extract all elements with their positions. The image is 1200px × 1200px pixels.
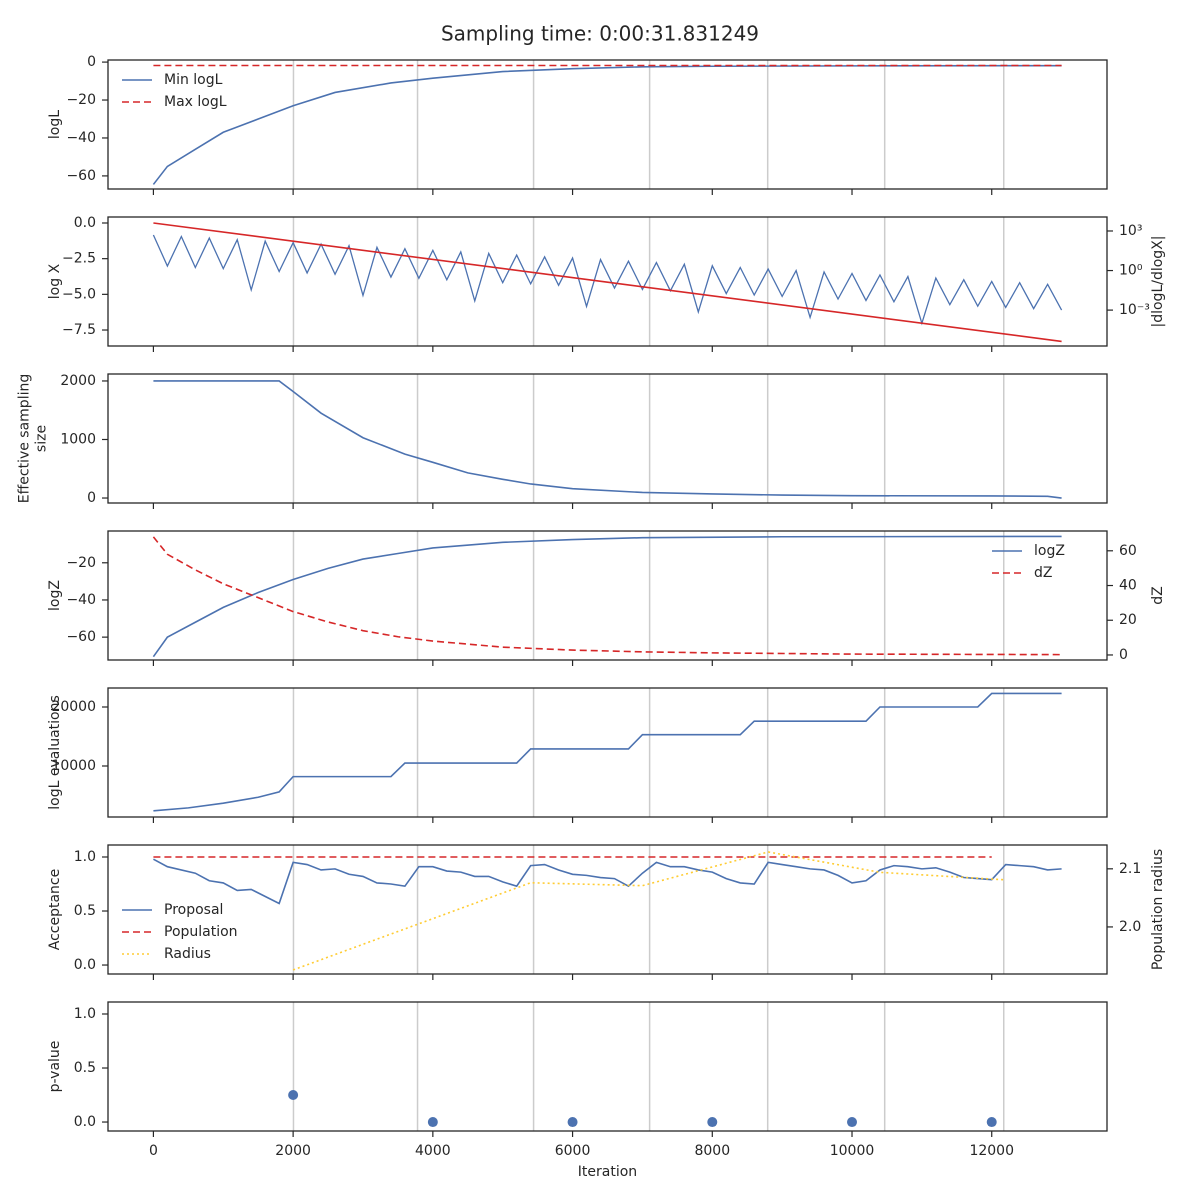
y-tick-label: −60: [66, 629, 96, 645]
legend-label: logZ: [1034, 543, 1065, 559]
y2-tick-label: 40: [1119, 578, 1137, 594]
point: [707, 1117, 718, 1128]
axes-frame: [107, 59, 1108, 190]
y-tick-label: 0.5: [74, 1060, 96, 1076]
y-tick-label: −40: [66, 130, 96, 146]
y2-axis-label: dZ: [1150, 586, 1166, 604]
x-tick-label: 10000: [830, 1143, 875, 1159]
y2-tick-label: 2.0: [1119, 919, 1141, 935]
y-tick-label: 0.0: [74, 1114, 96, 1130]
y-tick-label: 0.0: [74, 957, 96, 973]
series-line: [153, 380, 1062, 499]
y-tick-label: 0.5: [74, 903, 96, 919]
figure-title: Sampling time: 0:00:31.831249: [441, 22, 759, 46]
y2-tick-label: 10⁻³: [1119, 302, 1150, 318]
panel: 0.0 0.5 1.0 Acceptance 2.0 2.1 Population radi…: [47, 844, 1166, 980]
legend-label: Radius: [164, 946, 211, 962]
legend-label: dZ: [1034, 565, 1052, 581]
y-tick-label: −5.0: [62, 286, 96, 302]
y2-axis-label: |dlogL/dlogX|: [1150, 236, 1166, 328]
y-tick-label: 0.0: [74, 215, 96, 231]
series-line: [153, 692, 1062, 812]
series-line: [152, 536, 1062, 656]
y2-tick-label: 0: [1119, 647, 1128, 663]
y-tick-label: 1000: [60, 431, 96, 447]
y2-tick-label: 20: [1119, 612, 1137, 628]
axes-frame: [107, 844, 1108, 975]
series-line: [153, 858, 1062, 905]
y-tick-label: −20: [66, 555, 96, 571]
y2-tick-label: 10⁰: [1119, 263, 1143, 279]
y-tick-label: −60: [66, 168, 96, 184]
panel: −7.5 −5.0 −2.5 0.0 log X 10³ 10⁰ 10⁻³ |dlogL/dlo…: [47, 215, 1166, 352]
point: [986, 1117, 997, 1128]
axes-frame: [107, 1001, 1108, 1132]
y-axis-label: log X: [47, 263, 63, 299]
series-line: [152, 64, 1062, 185]
y-tick-label: 1.0: [74, 1006, 96, 1022]
legend-label: Proposal: [164, 902, 223, 918]
legend-label: Max logL: [164, 94, 227, 110]
y-tick-label: 20000: [51, 699, 96, 715]
y-tick-label: 0: [87, 490, 96, 506]
y-axis-label: p-value: [47, 1041, 63, 1093]
y2-tick-label: 10³: [1119, 223, 1142, 239]
point: [847, 1117, 858, 1128]
axes-frame: [107, 687, 1108, 818]
axes-frame: [107, 216, 1108, 347]
x-tick-label: 8000: [694, 1143, 730, 1159]
x-axis-label: Iteration: [578, 1164, 637, 1180]
legend-label: Min logL: [164, 72, 223, 88]
point: [427, 1117, 438, 1128]
y-tick-label: 1.0: [74, 849, 96, 865]
y2-tick-label: 2.1: [1119, 861, 1141, 877]
series-line: [153, 222, 1062, 343]
axes-frame: [107, 530, 1108, 661]
y-tick-label: 0: [87, 54, 96, 70]
x-tick-label: 4000: [415, 1143, 451, 1159]
y-axis-label: logL: [47, 110, 63, 139]
y-tick-label: 2000: [60, 373, 96, 389]
series-line: [152, 234, 1063, 326]
y2-axis-label: Population radius: [1150, 849, 1166, 970]
point: [567, 1117, 578, 1128]
y-axis-label: Effective samplingsize: [17, 374, 50, 503]
x-tick-label: 6000: [555, 1143, 591, 1159]
axes-frame: [107, 373, 1108, 504]
panel: −60 −40 −20 0 logL Min logL Max logL: [47, 54, 1108, 195]
y-tick-label: −2.5: [62, 251, 96, 267]
y-tick-label: −40: [66, 592, 96, 608]
panel: 0 2000 4000 6000 8000 10000 12000 Iteration 0.0 0…: [47, 1001, 1108, 1180]
panel: 0 1000 2000 Effective samplingsize: [17, 373, 1108, 509]
y-axis-label: logZ: [47, 580, 63, 611]
y-axis-label: Acceptance: [47, 869, 63, 950]
series-line: [152, 535, 1062, 658]
point: [288, 1090, 299, 1101]
y-tick-label: −7.5: [62, 322, 96, 338]
series-line: [292, 851, 1006, 971]
x-tick-label: 12000: [969, 1143, 1014, 1159]
y-tick-label: −20: [66, 92, 96, 108]
y-axis-label: logL evaluations: [47, 695, 63, 810]
y-tick-label: 10000: [51, 758, 96, 774]
legend-label: Population: [164, 924, 238, 940]
y2-tick-label: 60: [1119, 543, 1137, 559]
x-tick-label: 0: [149, 1143, 158, 1159]
x-tick-label: 2000: [275, 1143, 311, 1159]
